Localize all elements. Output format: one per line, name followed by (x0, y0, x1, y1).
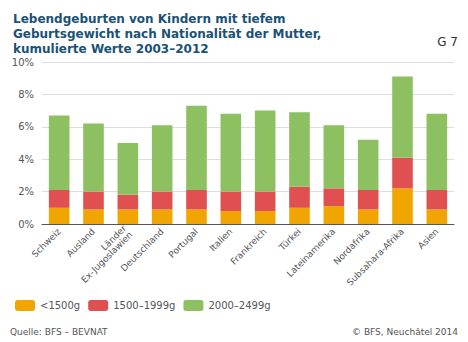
svg-text:0%: 0% (18, 219, 34, 230)
svg-text:Ausland: Ausland (65, 226, 97, 258)
svg-text:10%: 10% (12, 57, 34, 68)
svg-text:Deutschland: Deutschland (119, 226, 166, 273)
svg-text:G 7: G 7 (437, 35, 458, 49)
svg-text:<1500g: <1500g (40, 300, 80, 311)
svg-text:Länder: Länder (99, 223, 129, 253)
svg-text:© BFS, Neuchâtel 2014: © BFS, Neuchâtel 2014 (352, 327, 458, 337)
svg-text:Portugal: Portugal (167, 226, 200, 259)
svg-text:4%: 4% (18, 154, 34, 165)
svg-text:Quelle: BFS – BEVNAT: Quelle: BFS – BEVNAT (10, 327, 108, 337)
svg-text:Lateinamerika: Lateinamerika (285, 226, 338, 279)
svg-text:kumulierte Werte 2003–2012: kumulierte Werte 2003–2012 (13, 42, 209, 56)
svg-text:Nordafrika: Nordafrika (331, 226, 372, 267)
svg-text:Italien: Italien (208, 226, 235, 253)
svg-text:Subsahara-Afrika: Subsahara-Afrika (345, 226, 406, 287)
svg-text:Geburtsgewicht nach Nationalit: Geburtsgewicht nach Nationalität der Mut… (13, 27, 321, 41)
svg-text:2%: 2% (18, 186, 34, 197)
svg-text:2000–2499g: 2000–2499g (208, 300, 270, 311)
svg-text:Schweiz: Schweiz (30, 226, 63, 259)
svg-text:Ex-Jugoslawien: Ex-Jugoslawien (79, 230, 134, 285)
svg-text:8%: 8% (18, 89, 34, 100)
svg-text:1500–1999g: 1500–1999g (113, 300, 175, 311)
svg-text:Frankreich: Frankreich (229, 226, 269, 266)
svg-text:Türkei: Türkei (276, 226, 303, 253)
svg-text:6%: 6% (18, 121, 34, 132)
svg-text:Asien: Asien (416, 226, 440, 250)
svg-text:Lebendgeburten von Kindern mit: Lebendgeburten von Kindern mit tiefem (13, 12, 286, 26)
